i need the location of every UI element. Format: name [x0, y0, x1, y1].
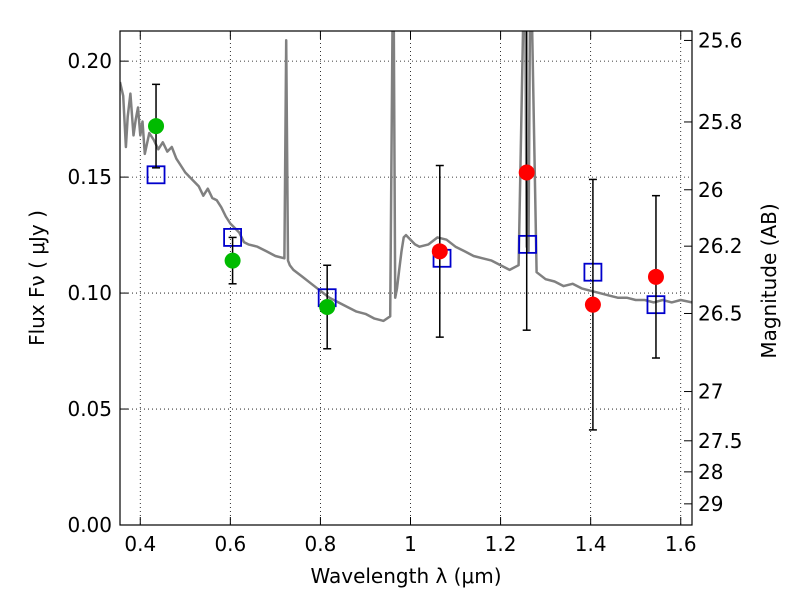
x-tick-label: 0.4 — [124, 532, 156, 556]
model-photometry-point — [518, 234, 538, 254]
x-tick-label: 1.4 — [575, 532, 607, 556]
model-spectrum-line — [120, 31, 692, 323]
infrared-data-point — [431, 243, 448, 260]
infrared-data-point — [518, 164, 535, 181]
optical-data-point — [148, 118, 165, 135]
y2-tick-label: 29 — [698, 492, 723, 516]
axis-ticks: 0.4 0.6 0.8 1 1.2 1.4 1.6 0.00 0.05 0.10 0.15 0.20 2… — [67, 28, 742, 556]
y-tick-label: 0.10 — [67, 281, 112, 305]
x-tick-label: 0.8 — [305, 532, 337, 556]
y2-axis-label: Magnitude (AB) — [757, 203, 781, 358]
grid-lines — [120, 31, 692, 526]
x-axis-label: Wavelength λ (μm) — [310, 564, 501, 588]
y2-tick-label: 26.2 — [698, 234, 743, 258]
y-axis-label: Flux Fν ( μJy ) — [25, 210, 49, 346]
y-tick-label: 0.05 — [67, 397, 112, 421]
infrared-data-point — [647, 268, 664, 285]
y2-tick-label: 26.5 — [698, 301, 743, 325]
y2-tick-label: 25.6 — [698, 28, 743, 52]
x-tick-label: 1 — [404, 532, 417, 556]
y2-tick-label: 27.5 — [698, 429, 743, 453]
x-tick-label: 1.2 — [485, 532, 517, 556]
y2-tick-label: 27 — [698, 380, 723, 404]
x-tick-label: 1.6 — [665, 532, 697, 556]
y-tick-label: 0.20 — [67, 49, 112, 73]
plot-frame — [119, 30, 693, 526]
y-tick-label: 0.15 — [67, 165, 112, 189]
x-tick-label: 0.6 — [214, 532, 246, 556]
y2-tick-label: 26 — [698, 178, 723, 202]
plot-data — [120, 31, 692, 431]
optical-data-point — [319, 298, 336, 315]
y2-tick-label: 28 — [698, 460, 723, 484]
y-tick-label: 0.00 — [67, 513, 112, 537]
model-photometry-point — [146, 165, 166, 185]
optical-data-point — [224, 252, 241, 269]
infrared-data-point — [584, 296, 601, 313]
y2-tick-label: 25.8 — [698, 110, 743, 134]
